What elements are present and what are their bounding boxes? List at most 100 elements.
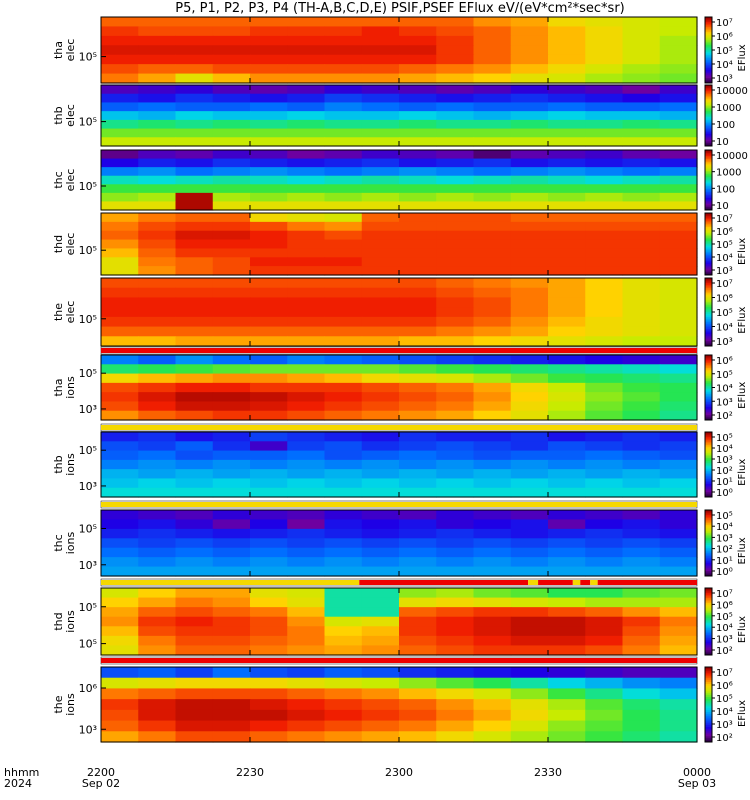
y-tick-label: 10³ (79, 559, 97, 572)
heatmap-cell (548, 93, 586, 104)
heatmap-cell (138, 597, 177, 608)
heatmap-cell (250, 287, 288, 299)
heatmap-cell (510, 410, 549, 421)
heatmap-cell (622, 45, 661, 56)
colorbar-cell (705, 139, 712, 142)
heatmap-cell (138, 316, 177, 328)
heatmap-cell (585, 487, 624, 498)
heatmap-cell (510, 73, 549, 84)
heatmap-cell (473, 597, 512, 608)
heatmap-cell (250, 297, 288, 308)
colorbar-cell (705, 609, 712, 612)
y-tick-label: 10⁶ (79, 682, 98, 695)
heatmap-cell (212, 102, 251, 112)
colorbar-cell (705, 20, 712, 23)
colorbar-cell (705, 543, 712, 546)
colorbar-cell (705, 477, 712, 480)
colorbar-cell (705, 66, 712, 69)
colorbar-cell (705, 68, 712, 71)
colorbar-cell (705, 440, 712, 443)
colorbar-cell (705, 289, 712, 293)
heatmap-cell (250, 510, 288, 521)
colorbar-cell (705, 464, 712, 467)
heatmap-cell (473, 64, 512, 75)
heatmap-cell (287, 677, 326, 690)
panel-ylabel-probe: thb (52, 106, 65, 124)
colorbar-cell (705, 219, 712, 222)
heatmap-cell (659, 392, 698, 403)
heatmap-cell (212, 230, 251, 241)
heatmap-cell (436, 137, 475, 147)
colorbar-cell (705, 288, 712, 291)
colorbar-cell (705, 567, 712, 570)
colorbar-cell (705, 192, 712, 194)
heatmap-cell (287, 119, 326, 130)
heatmap-cell (473, 382, 512, 393)
heatmap-cell (622, 607, 661, 618)
heatmap-cell (138, 441, 177, 452)
heatmap-cell (361, 699, 400, 711)
colorbar-cell (705, 626, 712, 629)
colorbar-cell (705, 98, 712, 101)
heatmap-cell (436, 35, 475, 46)
heatmap-cell (101, 17, 139, 28)
heatmap-cell (548, 459, 586, 470)
colorbar-tick-label: 10⁷ (716, 214, 733, 225)
heatmap-cell (287, 450, 326, 461)
colorbar-cell (705, 163, 712, 166)
heatmap-cell (659, 287, 698, 299)
heatmap-cell (659, 469, 698, 480)
heatmap-cell (585, 588, 624, 599)
heatmap-cell (250, 119, 288, 130)
heatmap-cell (399, 239, 437, 250)
heatmap-cell (175, 699, 214, 711)
heatmap-cell (361, 201, 400, 211)
colorbar-cell (705, 97, 712, 100)
heatmap-cell (250, 111, 288, 121)
heatmap-cell (399, 720, 437, 732)
heatmap-cell (324, 597, 363, 608)
heatmap-cell (324, 382, 363, 393)
heatmap-cell (659, 326, 698, 337)
x-axis-hhmm-label: hhmm (4, 766, 40, 779)
colorbar-cell (705, 415, 712, 418)
heatmap-cell (175, 528, 214, 539)
heatmap-cell (287, 102, 326, 112)
heatmap-cell (287, 297, 326, 308)
heatmap-cell (287, 597, 326, 608)
heatmap-cell (585, 635, 624, 647)
heatmap-cell (399, 547, 437, 558)
heatmap-cell (250, 93, 288, 104)
colorbar-cell (705, 17, 712, 20)
heatmap-cell (175, 26, 214, 37)
heatmap-cell (436, 17, 475, 28)
heatmap-cell (175, 355, 214, 365)
y-tick-label: 10⁵ (79, 180, 97, 193)
colorbar-cell (705, 443, 712, 446)
heatmap-cell (622, 316, 661, 328)
colorbar-tick-label: 10⁴ (716, 444, 733, 455)
colorbar-cell (705, 259, 712, 262)
colorbar-tick-label: 10⁵ (716, 511, 733, 522)
heatmap-cell (622, 441, 661, 452)
heatmap-cell (212, 401, 251, 412)
heatmap-cell (548, 441, 586, 452)
heatmap-cell (622, 184, 661, 194)
colorbar-cell (705, 103, 712, 106)
heatmap-cell (212, 17, 251, 28)
colorbar-cell (705, 356, 712, 359)
colorbar-cell (705, 639, 712, 643)
colorbar-frame (704, 149, 713, 211)
heatmap-cell (361, 326, 400, 337)
heatmap-cell (659, 538, 698, 549)
heatmap-cell (399, 248, 437, 258)
colorbar-cell (705, 734, 712, 737)
colorbar-cell (705, 172, 712, 175)
heatmap-cell (473, 221, 512, 232)
heatmap-cell (175, 441, 214, 452)
colorbar-cell (705, 706, 712, 709)
heatmap-cell (324, 626, 363, 637)
heatmap-cell (101, 102, 139, 112)
heatmap-cell (659, 128, 698, 138)
heatmap-cell (622, 93, 661, 104)
